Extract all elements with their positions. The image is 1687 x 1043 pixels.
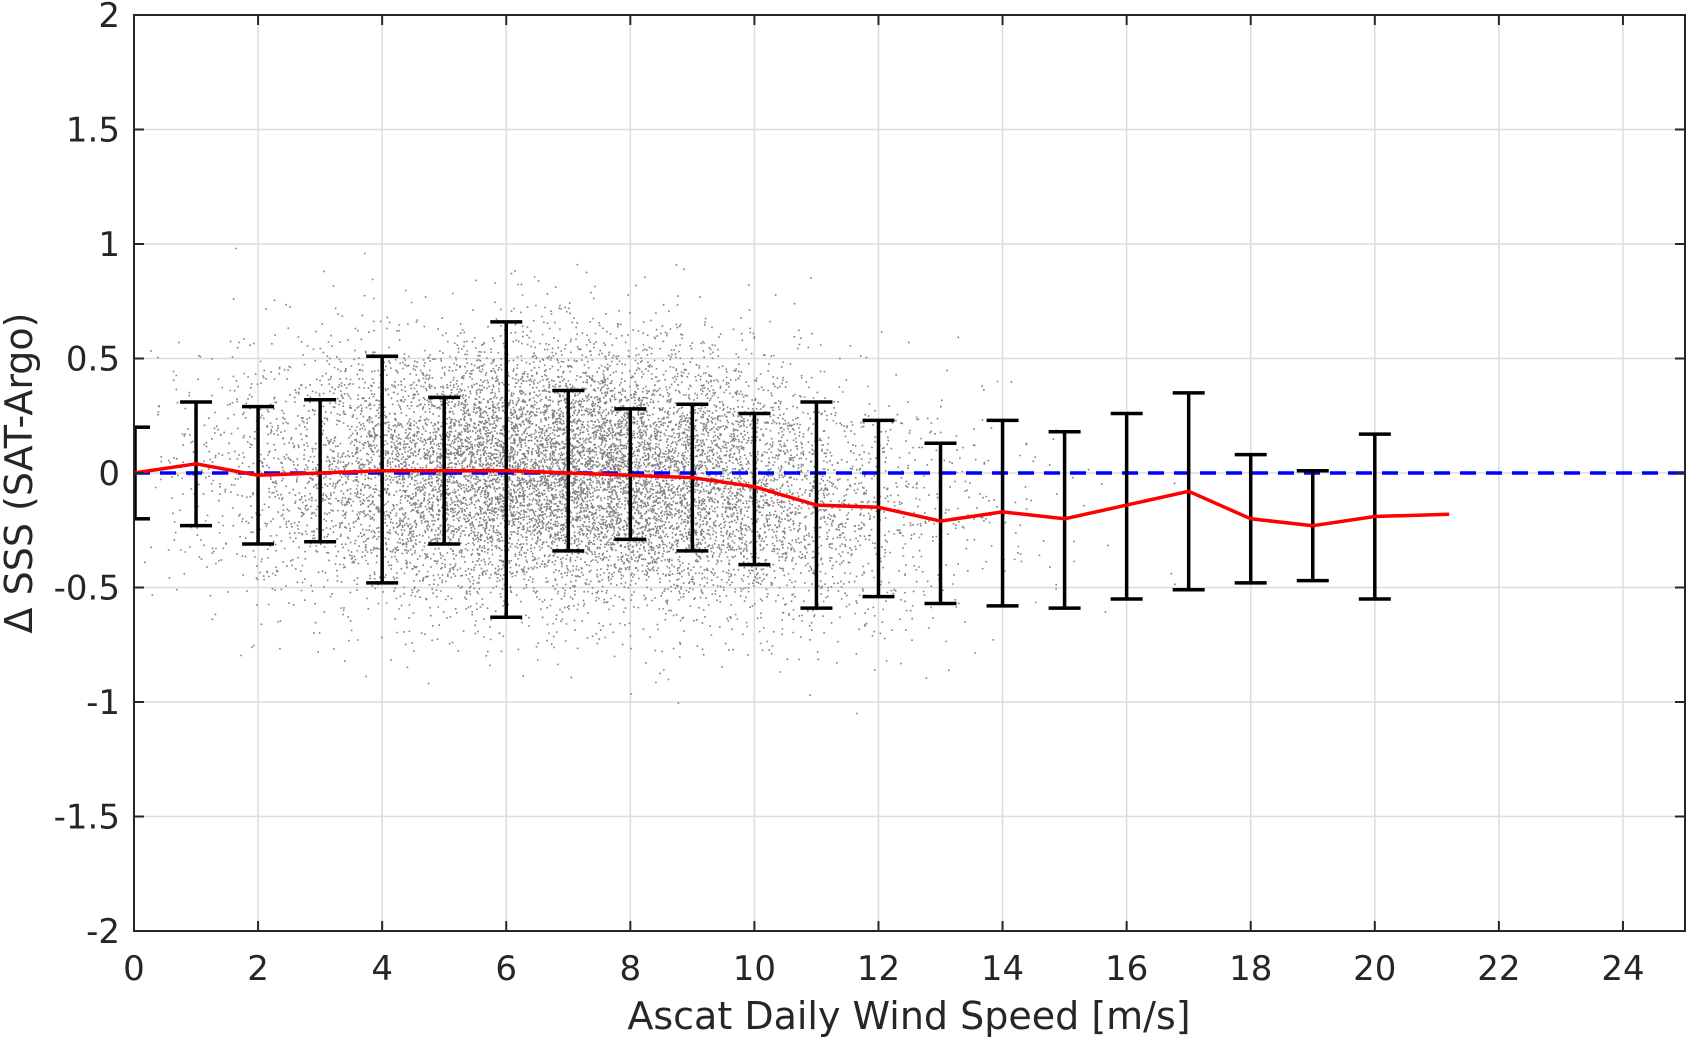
x-axis-label: Ascat Daily Wind Speed [m/s] xyxy=(627,994,1190,1038)
x-axis-ticks: 0 2 4 6 8 10 12 14 16 18 20 22 24 xyxy=(123,15,1645,989)
x-tick-label: 6 xyxy=(495,949,517,989)
scatter-point xyxy=(144,247,1200,715)
error-bar xyxy=(304,397,337,544)
y-tick-label: 2 xyxy=(98,0,120,36)
x-tick-label: 8 xyxy=(619,949,641,989)
x-tick-label: 18 xyxy=(1229,949,1272,989)
x-tick-label: 0 xyxy=(123,949,145,989)
x-tick-label: 12 xyxy=(857,949,900,989)
y-tick-label: 1 xyxy=(98,225,120,265)
x-tick-label: 4 xyxy=(371,949,393,989)
x-tick-label: 2 xyxy=(247,949,269,989)
y-tick-label: -1 xyxy=(86,683,120,723)
mean-line-path xyxy=(133,462,1450,528)
y-tick-label: 1.5 xyxy=(66,111,120,151)
y-axis-label: Δ SSS (SAT-Argo) xyxy=(0,313,41,634)
x-tick-label: 20 xyxy=(1353,949,1396,989)
error-bar xyxy=(552,388,585,553)
y-tick-label: 0.5 xyxy=(66,340,120,380)
error-bar xyxy=(924,441,957,606)
x-tick-label: 16 xyxy=(1105,949,1148,989)
scatter-points xyxy=(144,247,1200,715)
y-tick-label: -1.5 xyxy=(54,798,120,838)
y-tick-label: -2 xyxy=(86,912,120,952)
x-tick-label: 10 xyxy=(733,949,776,989)
y-tick-label: -0.5 xyxy=(54,569,120,609)
x-tick-label: 14 xyxy=(981,949,1024,989)
error-bar xyxy=(738,411,771,567)
x-tick-label: 22 xyxy=(1477,949,1520,989)
mean-line xyxy=(133,462,1450,528)
x-tick-label: 24 xyxy=(1601,949,1644,989)
y-tick-label: 0 xyxy=(98,454,120,494)
y-axis-ticks: 2 1.5 1 0.5 0 -0.5 -1 -1.5 -2 xyxy=(54,0,1685,952)
